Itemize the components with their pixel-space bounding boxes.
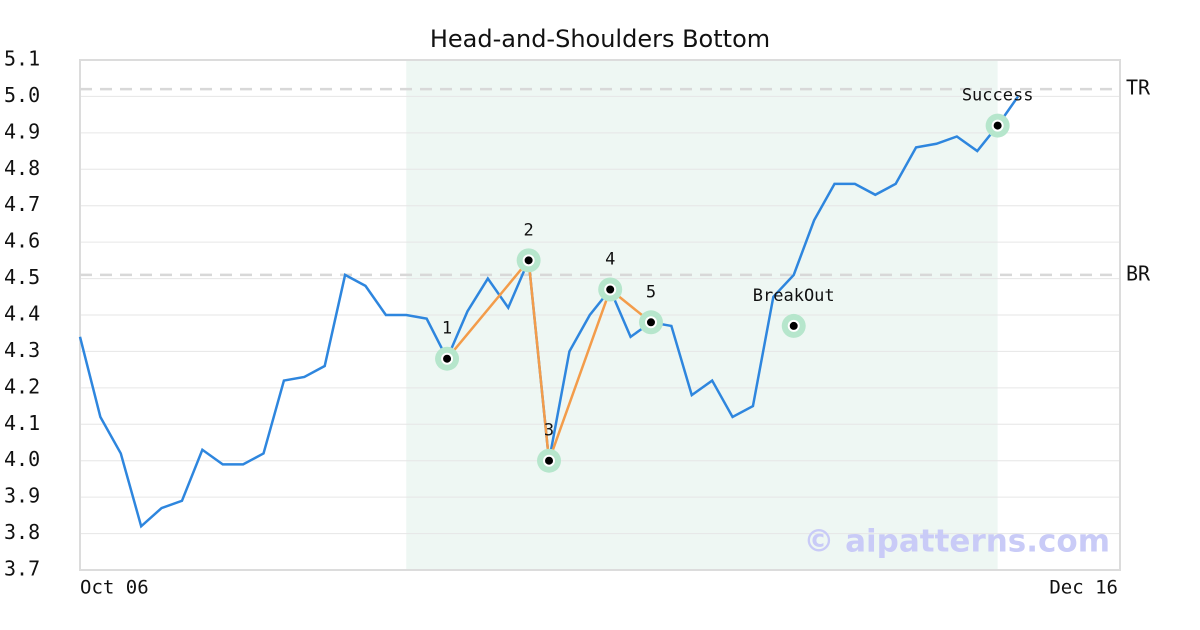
y-tick-label: 5.0 <box>4 83 40 107</box>
y-tick-label: 3.8 <box>4 520 40 544</box>
pivot-dot <box>522 254 535 267</box>
chart-title: Head-and-Shoulders Bottom <box>430 25 770 53</box>
plot-frame <box>79 59 1121 571</box>
pivot-label: BreakOut <box>753 286 835 306</box>
y-tick-label: 4.3 <box>4 338 40 362</box>
level-label: TR <box>1126 76 1151 100</box>
pivot-label: 5 <box>646 282 656 302</box>
y-tick-label: 3.7 <box>4 557 40 581</box>
watermark: © aipatterns.com <box>803 524 1110 560</box>
pivot-label: 2 <box>524 220 534 240</box>
level-label: BR <box>1126 261 1151 285</box>
pivot-dot <box>787 319 800 332</box>
y-tick-label: 3.9 <box>4 484 40 508</box>
y-tick-label: 4.7 <box>4 192 40 216</box>
y-tick-label: 4.8 <box>4 156 40 180</box>
pivot-dot <box>991 119 1004 132</box>
pivot-dot <box>543 454 556 467</box>
pivot-label: 4 <box>605 250 615 270</box>
y-tick-label: 5.1 <box>4 47 40 71</box>
y-tick-label: 4.6 <box>4 229 40 253</box>
y-tick-label: 4.5 <box>4 265 40 289</box>
y-tick-label: 4.0 <box>4 447 40 471</box>
pivot-label: 1 <box>442 319 452 339</box>
pivot-label: Success <box>962 86 1034 106</box>
pivot-label: 3 <box>544 421 554 441</box>
pivot-dot <box>441 352 454 365</box>
y-tick-label: 4.9 <box>4 119 40 143</box>
y-tick-label: 4.1 <box>4 411 40 435</box>
x-tick-label: Oct 06 <box>80 577 149 599</box>
pivot-dot <box>604 283 617 296</box>
y-tick-label: 4.2 <box>4 374 40 398</box>
pivot-dot <box>644 316 657 329</box>
y-tick-label: 4.4 <box>4 302 40 326</box>
x-tick-label: Dec 16 <box>1049 577 1118 599</box>
